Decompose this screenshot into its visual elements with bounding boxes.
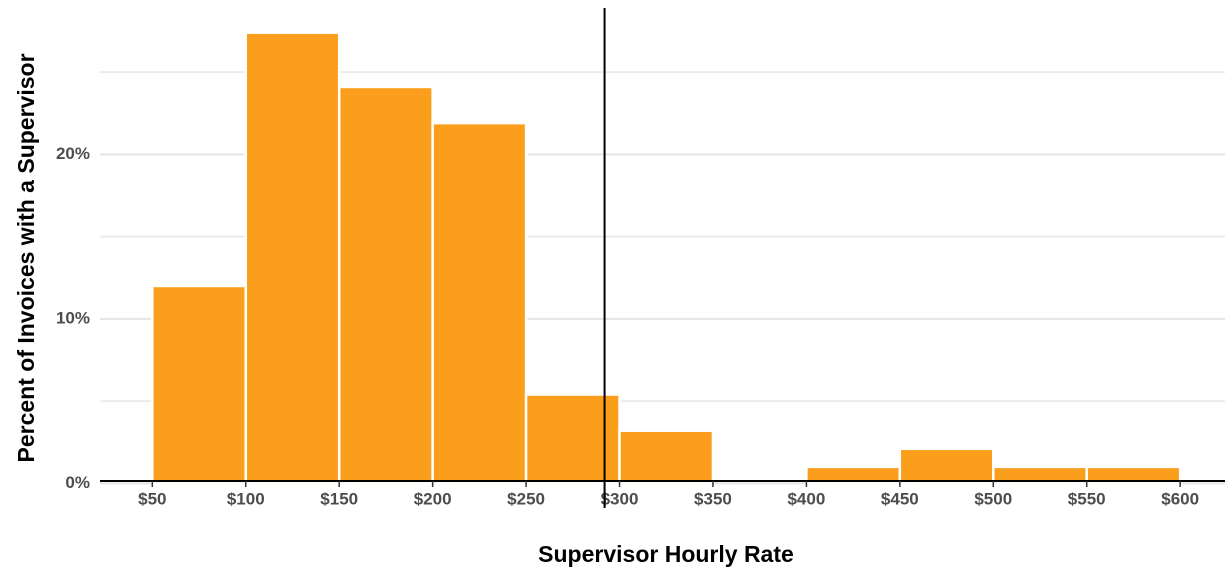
bar	[898, 447, 995, 485]
y-axis-title: Percent of Invoices with a Supervisor	[13, 53, 39, 462]
bar	[337, 85, 434, 485]
y-tick-label: 0%	[65, 473, 90, 492]
x-tick-label: $500	[974, 489, 1012, 508]
x-tick-label: $400	[787, 489, 825, 508]
y-tick-label: 10%	[56, 308, 90, 327]
bar	[1085, 465, 1182, 485]
y-tick-label: 20%	[56, 144, 90, 163]
x-tick-label: $50	[138, 489, 166, 508]
x-axis-title: Supervisor Hourly Rate	[538, 541, 794, 567]
bar	[244, 31, 341, 485]
x-tick-label: $150	[320, 489, 358, 508]
x-tick-label: $350	[694, 489, 732, 508]
bar	[431, 121, 528, 485]
x-tick-label: $100	[227, 489, 265, 508]
x-tick-label: $300	[601, 489, 639, 508]
x-tick-label: $550	[1068, 489, 1106, 508]
bar	[151, 284, 248, 485]
x-tick-label: $200	[414, 489, 452, 508]
bar	[618, 429, 715, 485]
x-tick-label: $450	[881, 489, 919, 508]
x-tick-label: $600	[1161, 489, 1199, 508]
x-tick-label: $250	[507, 489, 545, 508]
